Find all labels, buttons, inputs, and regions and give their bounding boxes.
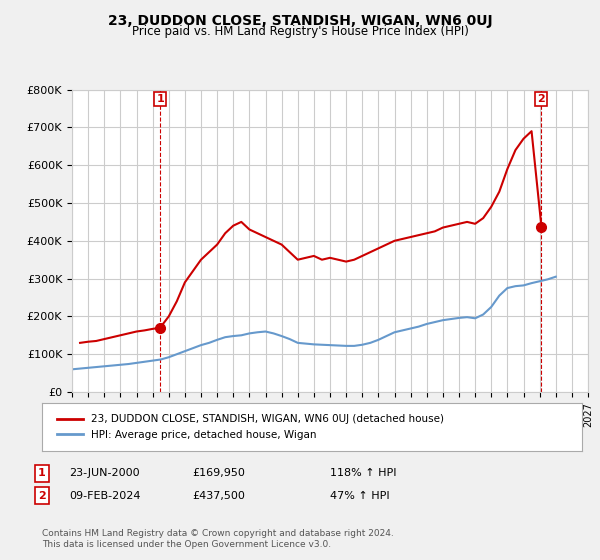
Text: 118% ↑ HPI: 118% ↑ HPI — [330, 468, 397, 478]
Text: 23-JUN-2000: 23-JUN-2000 — [69, 468, 140, 478]
Text: Contains HM Land Registry data © Crown copyright and database right 2024.
This d: Contains HM Land Registry data © Crown c… — [42, 529, 394, 549]
Text: £437,500: £437,500 — [192, 491, 245, 501]
Text: £169,950: £169,950 — [192, 468, 245, 478]
Text: 1: 1 — [38, 468, 46, 478]
Text: 2: 2 — [38, 491, 46, 501]
Text: Price paid vs. HM Land Registry's House Price Index (HPI): Price paid vs. HM Land Registry's House … — [131, 25, 469, 38]
Text: 47% ↑ HPI: 47% ↑ HPI — [330, 491, 389, 501]
Text: 1: 1 — [157, 94, 164, 104]
Legend: 23, DUDDON CLOSE, STANDISH, WIGAN, WN6 0UJ (detached house), HPI: Average price,: 23, DUDDON CLOSE, STANDISH, WIGAN, WN6 0… — [53, 410, 448, 444]
Text: 2: 2 — [538, 94, 545, 104]
Text: 23, DUDDON CLOSE, STANDISH, WIGAN, WN6 0UJ: 23, DUDDON CLOSE, STANDISH, WIGAN, WN6 0… — [107, 14, 493, 28]
Text: 09-FEB-2024: 09-FEB-2024 — [69, 491, 140, 501]
